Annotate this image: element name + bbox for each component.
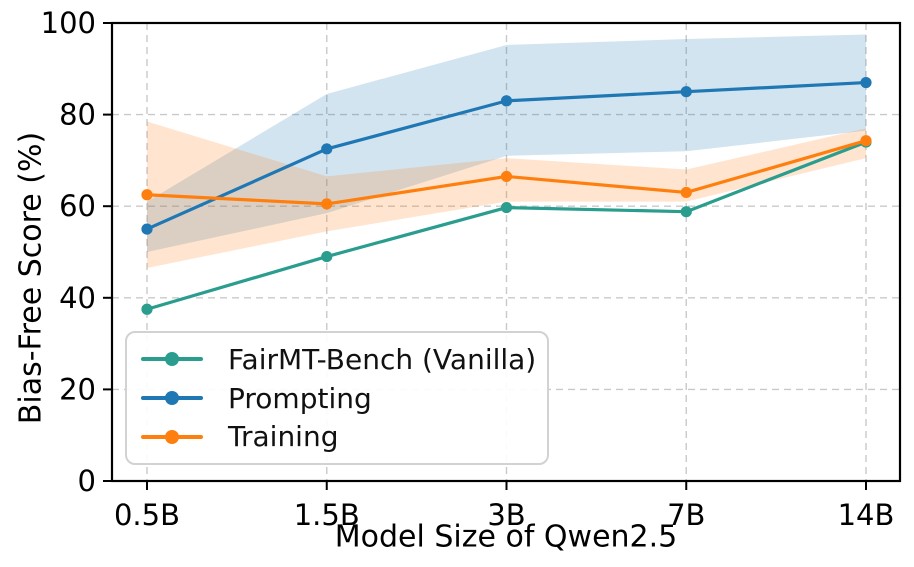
x-tick-label-3b: 3B — [487, 498, 525, 532]
marker-prompting-14b — [860, 76, 872, 89]
marker-prompting-7b — [680, 86, 692, 98]
marker-training-0.5b — [141, 189, 153, 201]
legend-label: Training — [228, 420, 339, 454]
x-tick-label-7b: 7B — [667, 498, 705, 532]
legend-label: FairMT-Bench (Vanilla) — [228, 342, 537, 376]
y-tick-label-100: 100 — [41, 6, 96, 40]
marker-fairmt-bench-vanilla-0.5b — [141, 303, 153, 315]
x-tick-label-14b: 14B — [838, 498, 895, 532]
marker-training-3b — [500, 170, 513, 183]
x-tick-label-0.5b: 0.5B — [114, 498, 180, 532]
axes-frame — [110, 21, 902, 483]
y-tick-label-0: 0 — [78, 464, 96, 498]
legend-item-training: Training — [127, 420, 547, 453]
marker-prompting-0.5b — [141, 223, 153, 235]
legend-line-marker-icon — [141, 352, 203, 367]
legend-item-prompting: Prompting — [127, 382, 547, 415]
band-training — [147, 121, 866, 269]
legend-label: Prompting — [228, 381, 372, 415]
y-tick-label-20: 20 — [59, 372, 96, 406]
marker-fairmt-bench-vanilla-7b — [680, 206, 692, 218]
marker-training-14b — [860, 135, 872, 147]
y-tick-label-40: 40 — [59, 281, 96, 315]
legend-line-marker-icon — [141, 429, 203, 444]
marker-training-7b — [680, 186, 692, 199]
marker-fairmt-bench-vanilla-3b — [500, 201, 513, 214]
y-tick-label-80: 80 — [59, 98, 96, 132]
marker-training-1.5b — [321, 198, 333, 210]
x-axis-label: Model Size of Qwen2.5 — [334, 519, 678, 555]
x-tick-label-1.5b: 1.5B — [294, 498, 360, 532]
legend: FairMT-Bench (Vanilla) Prompting Training — [125, 331, 549, 465]
legend-item-fairmt-bench-vanilla: FairMT-Bench (Vanilla) — [127, 343, 547, 376]
legend-line-marker-icon — [141, 391, 203, 405]
marker-fairmt-bench-vanilla-1.5b — [321, 250, 333, 263]
y-tick-label-60: 60 — [59, 189, 96, 223]
y-axis-label: Bias-Free Score (%) — [13, 131, 49, 425]
marker-prompting-3b — [500, 95, 513, 107]
marker-prompting-1.5b — [321, 143, 333, 155]
